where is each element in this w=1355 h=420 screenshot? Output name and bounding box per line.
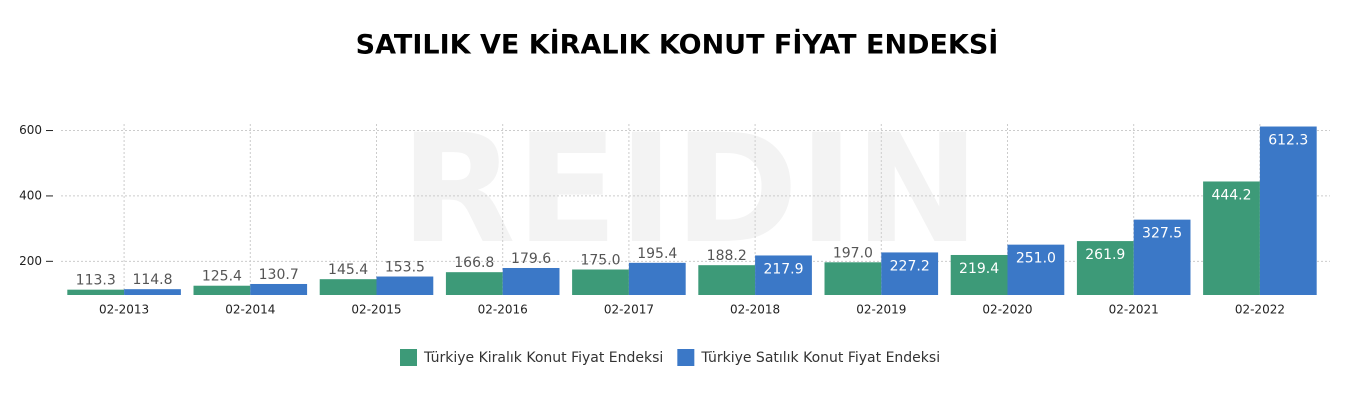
value-label: 145.4 [328, 262, 368, 278]
y-tick-label: 400 [19, 188, 42, 202]
x-tick-label: 02-2018 [730, 303, 780, 317]
legend-label: Türkiye Kiralık Konut Fiyat Endeksi [423, 350, 663, 366]
watermark: REIDIN [400, 103, 980, 277]
bar [445, 272, 503, 295]
bar [1007, 244, 1065, 295]
value-label: 166.8 [454, 255, 494, 271]
value-label: 125.4 [202, 269, 242, 285]
bar [1259, 126, 1317, 295]
y-tick-label: 200 [19, 254, 42, 268]
bar [376, 276, 434, 295]
bar [67, 289, 125, 295]
x-tick-label: 02-2017 [604, 303, 654, 317]
bar [950, 254, 1008, 295]
bar [319, 279, 377, 295]
x-tick-label: 02-2015 [351, 303, 401, 317]
value-label: 327.5 [1142, 226, 1182, 242]
value-label: 444.2 [1211, 187, 1251, 203]
value-label: 217.9 [763, 261, 803, 277]
value-label: 114.8 [132, 272, 172, 288]
x-tick-label: 02-2019 [856, 303, 906, 317]
value-label: 227.2 [890, 258, 930, 274]
x-tick-label: 02-2013 [99, 303, 149, 317]
x-tick-label: 02-2021 [1109, 303, 1159, 317]
value-label: 188.2 [707, 248, 747, 264]
bar [698, 265, 756, 295]
value-label: 261.9 [1085, 247, 1125, 263]
value-label: 612.3 [1268, 133, 1308, 149]
bar [124, 289, 181, 295]
chart-title: SATILIK VE KİRALIK KONUT FİYAT ENDEKSİ [356, 29, 999, 61]
bar [572, 269, 629, 295]
legend-swatch [400, 349, 417, 366]
value-label: 197.0 [833, 245, 873, 261]
x-tick-label: 02-2020 [982, 303, 1032, 317]
bar [824, 262, 882, 295]
bar [881, 252, 939, 295]
legend-swatch [677, 349, 695, 366]
value-label: 251.0 [1016, 251, 1056, 267]
bar [628, 262, 686, 295]
value-label: 195.4 [637, 246, 677, 262]
y-tick-label: 600 [19, 123, 42, 137]
value-label: 219.4 [959, 261, 999, 277]
value-label: 153.5 [385, 260, 425, 276]
value-label: 113.3 [76, 273, 116, 289]
bar [755, 255, 812, 295]
value-label: 179.6 [511, 251, 551, 267]
x-tick-label: 02-2022 [1235, 303, 1285, 317]
bar [250, 283, 308, 295]
x-tick-label: 02-2014 [225, 303, 275, 317]
bar [193, 285, 251, 295]
bar [502, 267, 560, 295]
value-label: 175.0 [580, 252, 620, 268]
bar [1133, 219, 1191, 295]
legend-label: Türkiye Satılık Konut Fiyat Endeksi [700, 350, 940, 366]
x-tick-label: 02-2016 [478, 303, 528, 317]
bar [1076, 241, 1134, 295]
bar [1203, 181, 1260, 295]
value-label: 130.7 [259, 267, 299, 283]
